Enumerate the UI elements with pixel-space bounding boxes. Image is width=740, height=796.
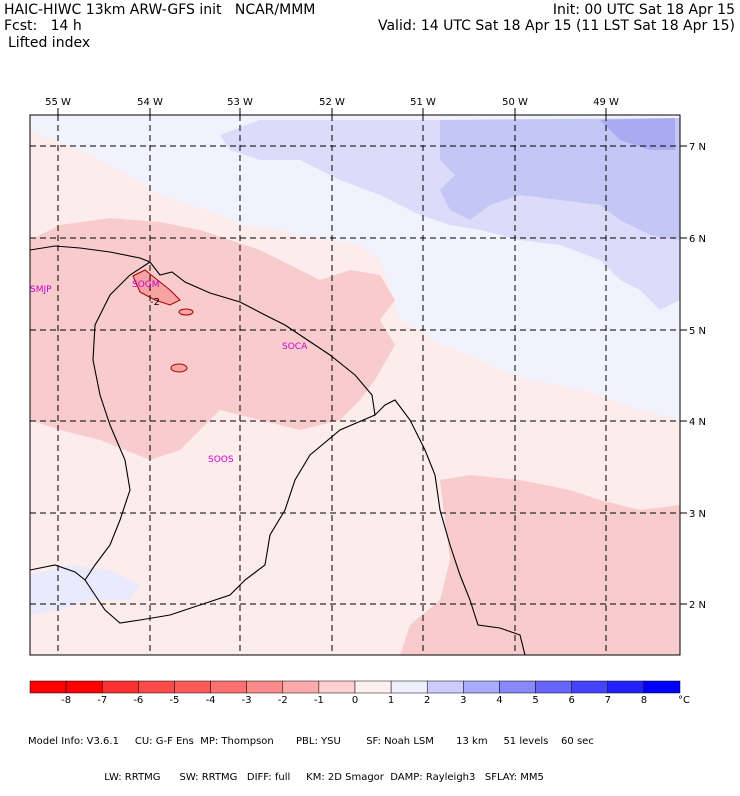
colorbar-tick-label: 0: [352, 695, 358, 706]
contour-minus2-patch: [132, 269, 181, 306]
colorbar-tick-label: 4: [496, 695, 502, 706]
lat-label: 2 N: [689, 600, 706, 611]
lon-label: 51 W: [410, 97, 436, 108]
contour-minus2-small: [178, 308, 194, 316]
colorbar-tick-label: 7: [605, 695, 611, 706]
colorbar-swatch: [354, 680, 392, 694]
positive-region-peak: [600, 118, 675, 150]
colorbar-swatch: [463, 680, 500, 694]
colorbar-tick-label: -5: [169, 695, 179, 706]
contour-label: -2: [150, 297, 160, 308]
lon-label: 55 W: [45, 97, 71, 108]
colorbar-swatch: [571, 680, 609, 694]
colorbar-tick-label: -6: [133, 695, 143, 706]
colorbar-tick-label: 6: [568, 695, 574, 706]
colorbar-tick-label: 3: [460, 695, 466, 706]
field-name: Lifted index: [8, 35, 91, 51]
colorbar-swatch: [643, 680, 681, 694]
station-soca: SOCA: [282, 342, 308, 352]
colorbar-tick-label: -8: [61, 695, 71, 706]
colorbar-tick-label: 8: [641, 695, 647, 706]
colorbar-tick-label: -2: [278, 695, 288, 706]
colorbar-swatch: [65, 680, 103, 694]
colorbar-unit: °C: [678, 695, 690, 706]
colorbar-tick-label: 5: [532, 695, 538, 706]
latitude-gridlines: [30, 145, 680, 605]
colorbar-swatch: [607, 680, 645, 694]
colorbar-swatch: [174, 680, 211, 694]
station-sogm: SOGM: [132, 280, 160, 290]
lon-label: 52 W: [319, 97, 345, 108]
lifted-index-map: -2 SMJP SOGM SOCA SOOS 55 W 54 W 53 W 52…: [29, 97, 706, 706]
border-guyana-suriname: [84, 261, 151, 581]
colorbar-tick-label: -3: [242, 695, 252, 706]
colorbar-swatch: [246, 680, 284, 694]
colorbar-swatch: [29, 680, 67, 694]
lat-label: 6 N: [689, 234, 706, 245]
lon-label: 49 W: [593, 97, 619, 108]
lon-label: 50 W: [502, 97, 528, 108]
model-info-line1: Model Info: V3.6.1 CU: G-F Ens MP: Thomp…: [28, 736, 594, 747]
colorbar-tick-label: 1: [388, 695, 394, 706]
positive-region-strong: [440, 118, 680, 240]
negative-region-se: [400, 475, 680, 655]
lat-label: 3 N: [689, 509, 706, 520]
map-title: HAIC-HIWC 13km ARW-GFS init NCAR/MMM: [4, 2, 316, 18]
colorbar-swatch: [426, 680, 464, 694]
lon-label: 54 W: [137, 97, 163, 108]
colorbar-tick-label: 2: [424, 695, 430, 706]
colorbar-tick-label: -4: [206, 695, 216, 706]
colorbar-swatch: [210, 680, 247, 694]
colorbar-swatch: [499, 680, 536, 694]
station-smjp: SMJP: [30, 285, 52, 295]
colorbar-swatch: [138, 680, 175, 694]
station-soos: SOOS: [208, 455, 234, 465]
longitude-gridlines: [57, 115, 607, 655]
map-frame: [29, 114, 681, 656]
model-info-line2: LW: RRTMG SW: RRTMG DIFF: full KM: 2D Sm…: [28, 772, 544, 783]
colorbar-swatch: [318, 680, 356, 694]
lat-label: 7 N: [689, 142, 706, 153]
colorbar-tick-label: -7: [97, 695, 107, 706]
colorbar-swatch: [390, 680, 428, 694]
colorbar-tick-label: -1: [314, 695, 324, 706]
valid-time: Valid: 14 UTC Sat 18 Apr 15 (11 LST Sat …: [377, 18, 735, 34]
lat-label: 4 N: [689, 417, 706, 428]
negative-region-main: [30, 218, 395, 460]
forecast-hour: Fcst: 14 h: [4, 18, 82, 34]
lat-label: 5 N: [689, 326, 706, 337]
lon-label: 53 W: [227, 97, 253, 108]
colorbar-legend: -8 -7 -6 -5 -4 -3 -2 -1 0 1 2 3 4 5 6 7 8 °C: [29, 680, 690, 706]
colorbar-swatch: [101, 680, 139, 694]
colorbar-swatch: [535, 680, 572, 694]
frame-ticks: [57, 108, 687, 605]
contour-minus2-inner: [170, 363, 188, 373]
init-time: Init: 00 UTC Sat 18 Apr 15: [552, 2, 735, 18]
model-info: Model Info: V3.6.1 CU: G-F Ens MP: Thomp…: [28, 712, 734, 796]
colorbar-swatch: [282, 680, 320, 694]
